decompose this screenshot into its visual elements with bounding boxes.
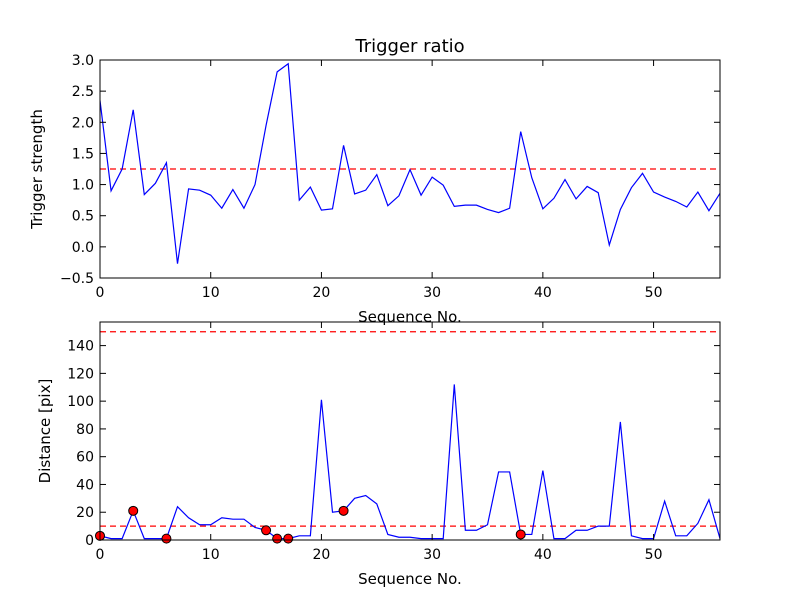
x-tick-label: 10 bbox=[202, 547, 220, 563]
x-tick-label: 0 bbox=[96, 547, 105, 563]
y-tick-label: 60 bbox=[76, 450, 94, 466]
y-tick-label: 20 bbox=[76, 505, 94, 521]
x-axis-title: Sequence No. bbox=[358, 570, 462, 588]
highlight-point bbox=[272, 533, 283, 544]
y-tick-label: 140 bbox=[67, 339, 94, 355]
plot-area-frame bbox=[99, 59, 721, 279]
x-tick-label: 0 bbox=[96, 285, 105, 301]
y-tick-label: 100 bbox=[67, 394, 94, 410]
highlight-point bbox=[283, 533, 294, 544]
y-axis-title: Distance [pix] bbox=[36, 379, 54, 484]
x-tick-label: 50 bbox=[645, 547, 663, 563]
x-tick-label: 40 bbox=[534, 547, 552, 563]
y-tick-label: 1.0 bbox=[72, 178, 94, 194]
x-tick-label: 20 bbox=[313, 547, 331, 563]
y-tick-label: 0 bbox=[85, 533, 94, 549]
y-tick-label: 0.0 bbox=[72, 240, 94, 256]
highlight-point bbox=[338, 505, 349, 516]
distance-chart: 0 10 20 30 40 50 0 20 40 60 80 100 120 140 Sequence N… bbox=[36, 321, 721, 588]
y-tick-label: 3.0 bbox=[72, 53, 94, 69]
x-tick-label: 30 bbox=[423, 285, 441, 301]
trigger-ratio-chart: Trigger ratio 0 10 20 30 40 50 −0.5 0.0 0.5 1.0 1.… bbox=[28, 36, 721, 326]
x-tick-label: 10 bbox=[202, 285, 220, 301]
y-axis-title: Trigger strength bbox=[28, 109, 46, 230]
chart-title: Trigger ratio bbox=[354, 36, 464, 57]
highlight-point bbox=[515, 529, 526, 540]
highlight-point bbox=[261, 525, 272, 536]
y-tick-label: 80 bbox=[76, 422, 94, 438]
x-axis-title: Sequence No. bbox=[358, 308, 462, 326]
y-tick-label: 40 bbox=[76, 477, 94, 493]
x-tick-label: 40 bbox=[534, 285, 552, 301]
y-tick-label: 2.0 bbox=[72, 115, 94, 131]
y-tick-label: −0.5 bbox=[60, 271, 94, 287]
highlight-point bbox=[161, 533, 172, 544]
plot-area-frame bbox=[99, 321, 721, 541]
y-tick-label: 1.5 bbox=[72, 146, 94, 162]
y-tick-label: 0.5 bbox=[72, 209, 94, 225]
x-tick-label: 50 bbox=[645, 285, 663, 301]
y-tick-label: 120 bbox=[67, 366, 94, 382]
highlight-point bbox=[128, 505, 139, 516]
y-tick-label: 2.5 bbox=[72, 84, 94, 100]
x-tick-label: 30 bbox=[423, 547, 441, 563]
series-line bbox=[100, 62, 720, 264]
series-line bbox=[100, 384, 720, 540]
x-tick-label: 20 bbox=[313, 285, 331, 301]
